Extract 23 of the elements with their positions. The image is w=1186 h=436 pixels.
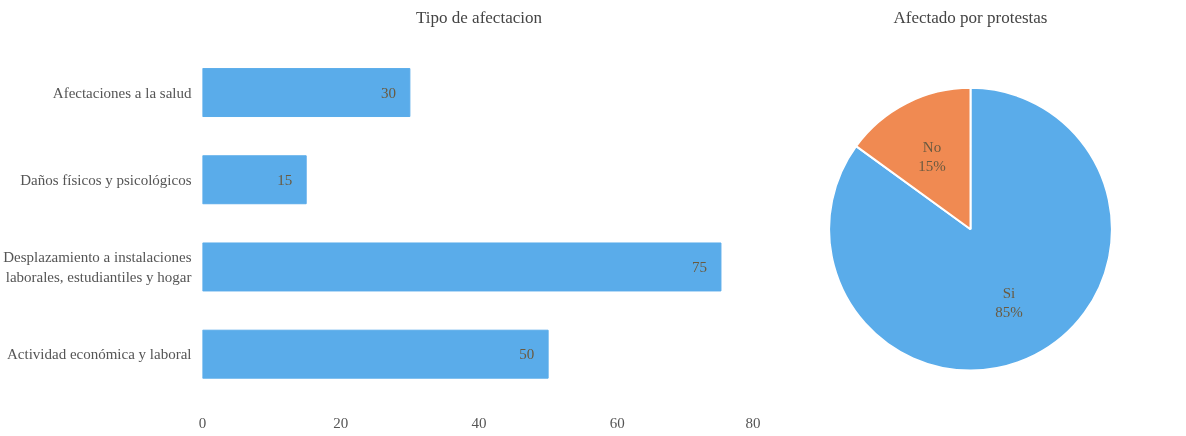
y-tick-label: Afectaciones a la salud: [52, 84, 192, 101]
data-label: 30: [381, 84, 397, 101]
chart-title: Tipo de afectacion: [416, 7, 543, 27]
x-tick-label: 20: [333, 414, 349, 431]
y-tick-label: Daños físicos y psicológicos: [20, 171, 192, 188]
data-label: 50: [519, 346, 535, 363]
y-tick-label: Desplazamiento a instalaciones laborales, estudiantiles y hogar: [3, 249, 192, 285]
x-tick-label: 40: [471, 414, 487, 431]
slice-label: No: [922, 138, 942, 155]
data-label: 15: [277, 171, 293, 188]
bar: [202, 155, 307, 205]
bar: [202, 242, 722, 292]
chart-title: Afectado por protestas: [893, 7, 1048, 27]
x-tick-label: 0: [198, 414, 207, 431]
bar: [202, 329, 549, 379]
bar: [202, 68, 411, 118]
slice-label: Si: [1002, 284, 1016, 301]
x-tick-label: 80: [745, 414, 761, 431]
data-label: 75: [692, 258, 708, 275]
data-label: 15%: [918, 157, 946, 174]
x-tick-label: 60: [609, 414, 625, 431]
y-tick-label: Actividad económica y laboral: [6, 346, 192, 363]
data-label: 85%: [995, 303, 1023, 320]
